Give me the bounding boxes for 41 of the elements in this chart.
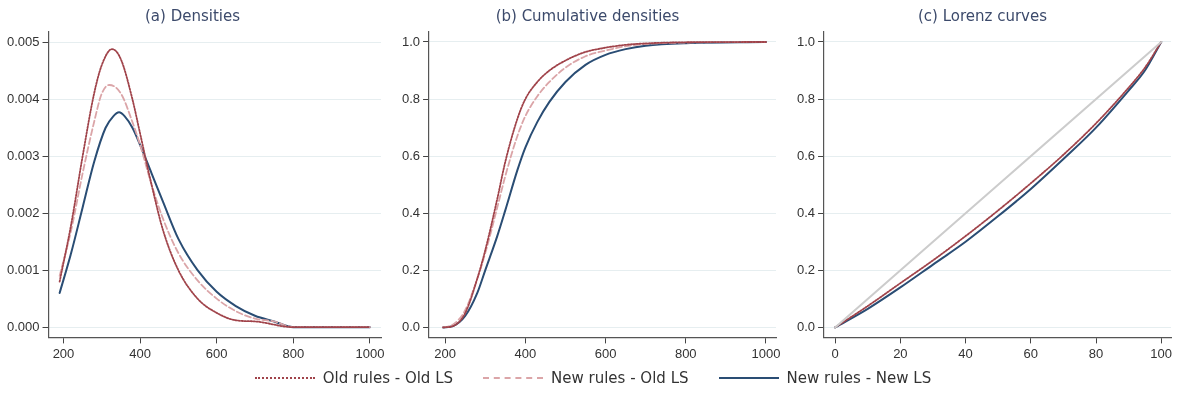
x-tick-label: 800 bbox=[674, 345, 697, 361]
y-tick-label: 0.6 bbox=[401, 147, 421, 163]
y-tick-label: 0.002 bbox=[6, 204, 40, 220]
y-tick-label: 0.004 bbox=[6, 90, 40, 106]
y-tick-label: 0.003 bbox=[6, 147, 40, 163]
x-tick-label: 400 bbox=[514, 345, 537, 361]
y-tick-label: 0.8 bbox=[401, 90, 421, 106]
x-tick-label: 1000 bbox=[355, 345, 385, 361]
y-tick-label: 0.2 bbox=[401, 261, 421, 277]
y-tick-label: 0.005 bbox=[6, 33, 40, 49]
x-tick-label: 20 bbox=[893, 345, 908, 361]
x-tick-label: 80 bbox=[1088, 345, 1104, 361]
x-tick-label: 400 bbox=[129, 345, 151, 361]
legend-label: Old rules - Old LS bbox=[322, 369, 454, 387]
x-tick-label: 0 bbox=[831, 345, 839, 361]
y-tick-label: 0.4 bbox=[796, 204, 816, 220]
y-tick-label: 0.000 bbox=[6, 318, 40, 334]
line-series bbox=[442, 41, 767, 329]
y-tick-label: 0.0 bbox=[401, 318, 421, 334]
y-tick-label: 0.8 bbox=[796, 90, 816, 106]
chart-title: (c) Lorenz curves bbox=[917, 6, 1048, 25]
x-tick-label: 800 bbox=[282, 345, 305, 361]
x-tick-label: 200 bbox=[434, 345, 456, 361]
y-tick-label: 0.4 bbox=[401, 204, 421, 220]
chart-title: (b) Cumulative densities bbox=[495, 6, 680, 25]
x-tick-label: 100 bbox=[1150, 345, 1173, 361]
chart-title: (a) Densities bbox=[144, 6, 241, 25]
x-tick-label: 1000 bbox=[751, 345, 781, 361]
y-tick-label: 0.6 bbox=[796, 147, 816, 163]
y-tick-label: 0.2 bbox=[796, 261, 816, 277]
y-tick-label: 0.0 bbox=[796, 318, 816, 334]
x-tick-label: 600 bbox=[205, 345, 228, 361]
y-tick-label: 0.001 bbox=[6, 261, 40, 277]
x-tick-label: 60 bbox=[1023, 345, 1039, 361]
y-tick-label: 1.0 bbox=[401, 33, 421, 49]
legend-label: New rules - New LS bbox=[786, 369, 932, 387]
x-tick-label: 200 bbox=[52, 345, 75, 361]
y-tick-label: 1.0 bbox=[796, 33, 816, 49]
x-tick-label: 600 bbox=[594, 345, 617, 361]
legend-label: New rules - Old LS bbox=[551, 369, 689, 387]
x-tick-label: 40 bbox=[958, 345, 973, 361]
